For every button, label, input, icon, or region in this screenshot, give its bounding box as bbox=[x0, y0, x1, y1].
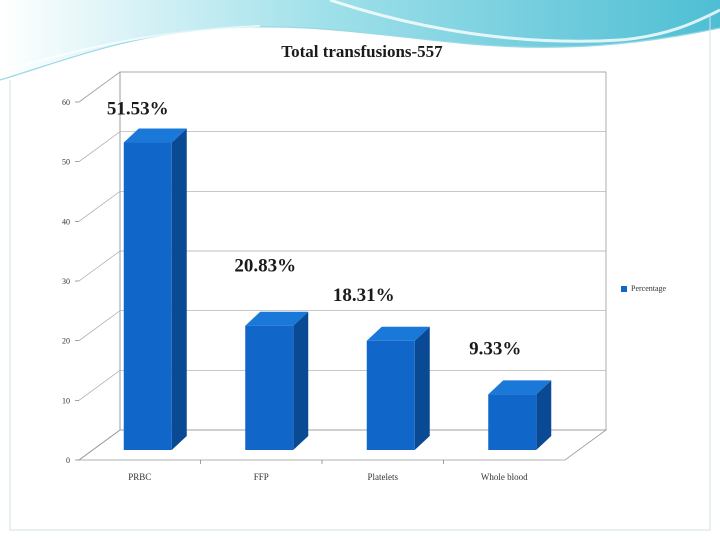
data-label: 20.83% bbox=[234, 256, 296, 277]
gridline bbox=[78, 71, 606, 103]
bar bbox=[488, 394, 537, 450]
data-label: 18.31% bbox=[333, 285, 395, 306]
x-category-label: Platelets bbox=[368, 472, 399, 482]
chart-title: Total transfusions-557 bbox=[281, 42, 443, 61]
x-category-label: Whole blood bbox=[481, 472, 528, 482]
gridline bbox=[78, 190, 606, 222]
gridline bbox=[78, 250, 606, 282]
y-tick-label: 60 bbox=[62, 98, 70, 107]
legend-swatch bbox=[621, 285, 627, 292]
bar-side bbox=[171, 128, 187, 451]
data-label: 9.33% bbox=[469, 338, 521, 359]
bar-side bbox=[414, 326, 430, 450]
y-tick-label: 20 bbox=[62, 337, 70, 346]
bar bbox=[366, 340, 415, 450]
bar-side bbox=[293, 311, 309, 450]
bar-top bbox=[366, 326, 430, 341]
slide-frame bbox=[9, 14, 711, 531]
gridline bbox=[78, 131, 606, 162]
x-category-label: PRBC bbox=[128, 472, 151, 482]
bar-top bbox=[123, 128, 187, 143]
data-label: 51.53% bbox=[107, 99, 169, 120]
legend-label: Percentage bbox=[631, 284, 667, 293]
bar-side bbox=[536, 380, 552, 450]
y-tick-label: 0 bbox=[66, 456, 70, 465]
bar bbox=[123, 142, 172, 451]
x-category-label: FFP bbox=[254, 472, 269, 482]
gridline bbox=[78, 310, 606, 341]
bar bbox=[245, 325, 294, 450]
y-tick-label: 10 bbox=[62, 396, 70, 405]
chart-legend: Percentage bbox=[621, 284, 666, 293]
y-tick-label: 50 bbox=[62, 158, 70, 167]
header-wave bbox=[0, 0, 720, 80]
y-tick-label: 40 bbox=[62, 217, 70, 226]
bar-top bbox=[488, 380, 552, 395]
gridline bbox=[78, 369, 606, 401]
plot-floor bbox=[77, 429, 608, 461]
bar-top bbox=[245, 311, 309, 326]
y-tick-label: 30 bbox=[62, 277, 70, 286]
